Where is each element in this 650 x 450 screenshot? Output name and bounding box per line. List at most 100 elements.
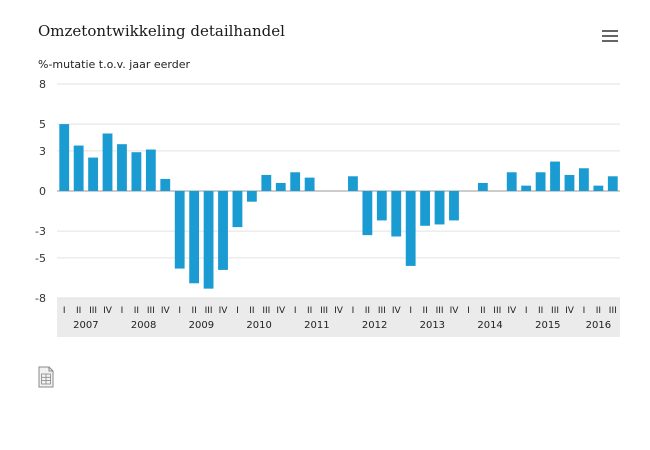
y-tick-label: 0 [39, 185, 46, 198]
quarter-label: I [525, 306, 528, 316]
bar [59, 124, 70, 191]
bar [218, 191, 228, 270]
quarter-label: III [262, 306, 270, 316]
bar [160, 178, 171, 191]
quarter-label: II [134, 306, 139, 316]
y-tick-label: -8 [35, 292, 46, 305]
quarter-label: II [538, 306, 543, 316]
quarter-label: III [320, 306, 328, 316]
quarter-label: II [191, 306, 196, 316]
quarter-label: I [178, 306, 181, 316]
year-label: 2015 [535, 320, 560, 331]
quarter-label: III [378, 306, 386, 316]
bar [535, 172, 546, 191]
bar [405, 191, 416, 266]
year-label: 2009 [189, 320, 214, 331]
bars [59, 124, 618, 289]
quarter-label: IV [450, 306, 460, 316]
bar [434, 191, 445, 225]
bar [275, 182, 286, 191]
quarter-label: III [89, 306, 97, 316]
quarter-label: II [249, 306, 254, 316]
y-tick-label: 8 [39, 78, 46, 91]
year-label: 2016 [586, 320, 611, 331]
bar [203, 191, 214, 289]
y-tick-label: 5 [39, 118, 46, 131]
quarter-label: IV [565, 306, 575, 316]
quarter-label: IV [392, 306, 402, 316]
bar [189, 191, 200, 284]
hamburger-menu-icon[interactable] [602, 30, 618, 42]
x-axis-band [57, 298, 620, 337]
bar [290, 172, 301, 191]
bar [376, 191, 387, 221]
x-axis-labels: I II III IV I II III IV I II III IV I II III IV I II III IV… [63, 306, 617, 331]
grid-lines [57, 83, 620, 299]
quarter-label: I [583, 306, 586, 316]
bar [564, 174, 575, 191]
year-label: 2013 [420, 320, 445, 331]
quarter-label: II [596, 306, 601, 316]
quarter-label: I [63, 306, 66, 316]
bar [607, 176, 618, 191]
bar [521, 185, 532, 191]
bar [88, 157, 98, 191]
year-label: 2008 [131, 320, 156, 331]
bar [348, 176, 358, 191]
quarter-label: IV [276, 306, 286, 316]
quarter-label: II [480, 306, 485, 316]
quarter-label: II [422, 306, 427, 316]
bar [73, 145, 84, 191]
quarter-label: IV [103, 306, 113, 316]
quarter-label: II [307, 306, 312, 316]
chart-subtitle: %-mutatie t.o.v. jaar eerder [38, 58, 190, 71]
bar [131, 152, 142, 191]
quarter-label: II [76, 306, 81, 316]
year-label: 2012 [362, 320, 387, 331]
bar [117, 144, 127, 191]
year-label: 2014 [477, 320, 502, 331]
bar [593, 185, 604, 191]
quarter-label: III [436, 306, 444, 316]
bar [232, 191, 243, 228]
quarter-label: IV [161, 306, 171, 316]
bar [362, 191, 373, 236]
chart-title: Omzetontwikkeling detailhandel [38, 22, 285, 40]
year-label: 2011 [304, 320, 329, 331]
bar [477, 182, 488, 191]
quarter-label: IV [507, 306, 517, 316]
bar [261, 174, 272, 191]
bar [449, 191, 459, 221]
bar [506, 172, 517, 191]
y-tick-label: -3 [35, 225, 46, 238]
quarter-label: IV [334, 306, 344, 316]
year-label: 2007 [73, 320, 98, 331]
y-tick-label: 3 [39, 145, 46, 158]
quarter-label: III [609, 306, 617, 316]
quarter-label: IV [219, 306, 229, 316]
quarter-label: III [205, 306, 213, 316]
quarter-label: I [236, 306, 239, 316]
bar [174, 191, 185, 269]
bar [550, 161, 560, 191]
bar [246, 191, 257, 202]
bar [145, 149, 156, 191]
quarter-label: II [365, 306, 370, 316]
bar [579, 168, 589, 191]
bar [420, 191, 431, 226]
quarter-label: III [147, 306, 155, 316]
quarter-label: I [352, 306, 355, 316]
bar [102, 133, 113, 191]
quarter-label: I [121, 306, 124, 316]
bar [391, 191, 402, 237]
y-axis-labels: 8 5 3 0 -3 -5 -8 [35, 78, 46, 305]
quarter-label: I [294, 306, 297, 316]
quarter-label: III [551, 306, 559, 316]
data-table-icon[interactable] [38, 366, 54, 388]
quarter-label: I [409, 306, 412, 316]
quarter-label: I [467, 306, 470, 316]
bar [304, 177, 315, 191]
quarter-label: III [493, 306, 501, 316]
y-tick-label: -5 [35, 252, 46, 265]
